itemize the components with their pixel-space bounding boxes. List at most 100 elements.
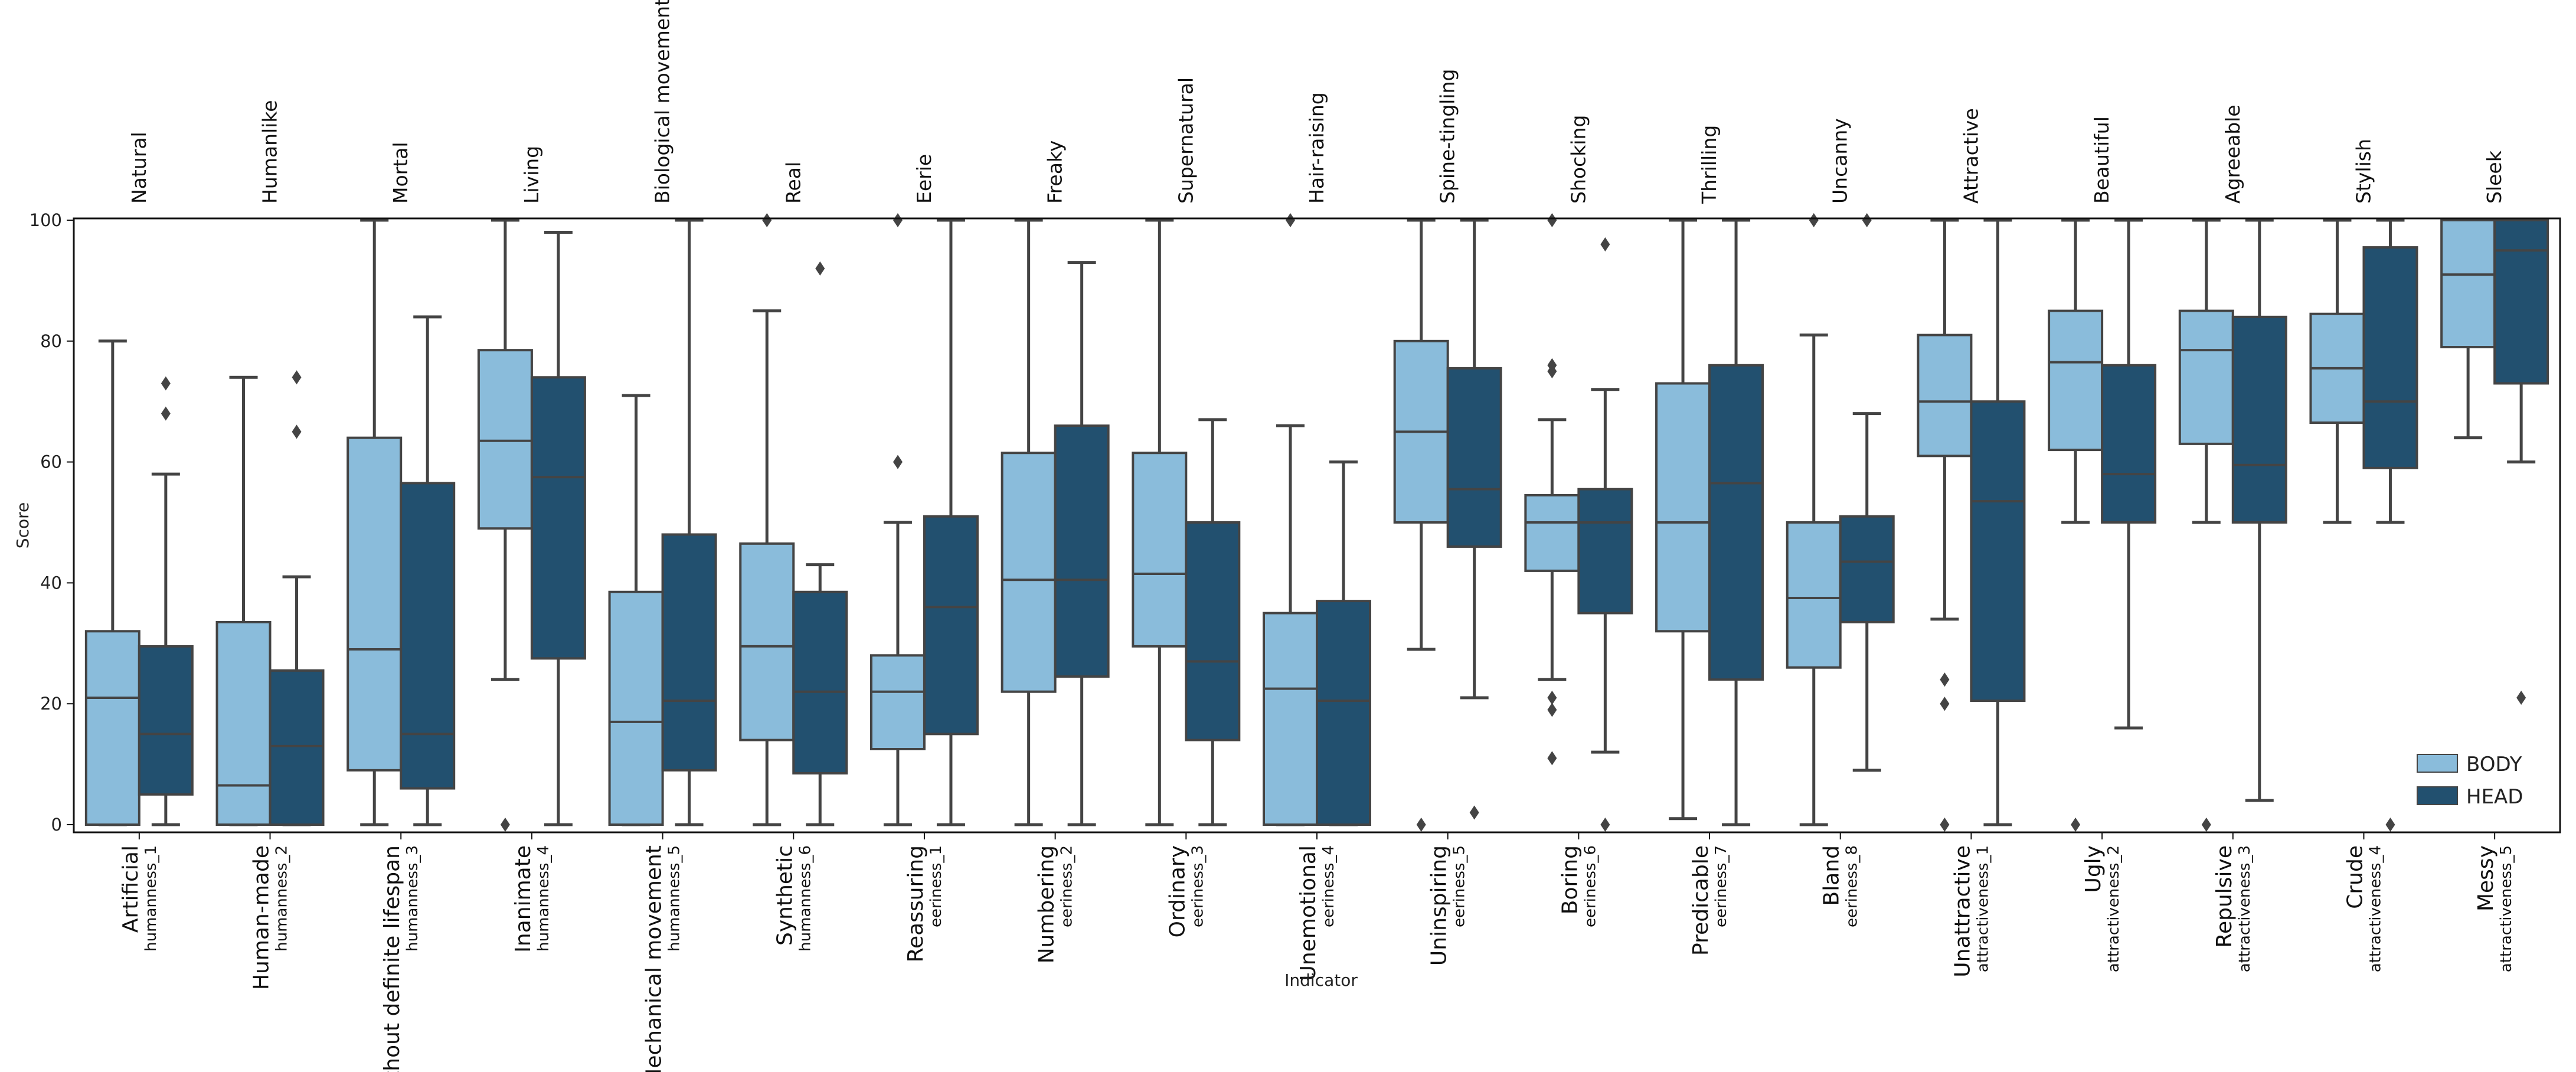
box-iqr bbox=[1839, 515, 1895, 623]
bottom-sublabel-eeriness_8: eeriness_8 bbox=[1843, 845, 1861, 927]
flier-point bbox=[1416, 818, 1426, 832]
legend: BODY HEAD bbox=[2417, 753, 2523, 809]
box-iqr bbox=[2440, 219, 2496, 349]
box-body-attractiveness_5 bbox=[2440, 218, 2496, 440]
bottom-sublabel-eeriness_6: eeriness_6 bbox=[1581, 845, 1599, 927]
box-iqr bbox=[661, 533, 717, 772]
box-head-humanness_2 bbox=[269, 370, 325, 826]
top-label-humanness_1: Natural bbox=[128, 132, 151, 204]
box-iqr bbox=[1970, 400, 2026, 702]
box-iqr bbox=[1132, 452, 1188, 648]
box-head-humanness_1 bbox=[138, 376, 194, 826]
box-iqr bbox=[739, 542, 795, 741]
flier-point bbox=[1600, 237, 1610, 251]
box-body-eeriness_4 bbox=[1263, 213, 1318, 826]
flier-point bbox=[815, 261, 825, 276]
box-head-eeriness_2 bbox=[1054, 261, 1110, 826]
box-body-humanness_5 bbox=[608, 394, 664, 826]
top-label-eeriness_3: Supernatural bbox=[1174, 77, 1197, 204]
flier-point bbox=[1940, 818, 1950, 832]
legend-body-swatch bbox=[2417, 754, 2458, 773]
box-head-attractiveness_5 bbox=[2493, 218, 2549, 705]
flier-point bbox=[1862, 213, 1872, 227]
bottom-label-eeriness_3: Ordinary bbox=[1165, 845, 1189, 937]
flier-point bbox=[1547, 690, 1557, 705]
flier-point bbox=[893, 213, 903, 227]
box-iqr bbox=[869, 654, 926, 751]
bottom-label-eeriness_4: Unemotional bbox=[1296, 845, 1320, 981]
top-label-eeriness_6: Shocking bbox=[1567, 115, 1590, 204]
box-head-eeriness_5 bbox=[1446, 218, 1502, 820]
top-label-attractiveness_3: Agreeable bbox=[2221, 104, 2244, 204]
box-iqr bbox=[2493, 219, 2549, 385]
flier-point bbox=[1809, 213, 1819, 227]
bottom-sublabel-attractiveness_3: attractiveness_3 bbox=[2236, 845, 2254, 972]
box-iqr bbox=[1263, 612, 1318, 826]
bottom-sublabel-eeriness_7: eeriness_7 bbox=[1712, 845, 1730, 927]
legend-head-swatch bbox=[2417, 786, 2458, 805]
box-iqr bbox=[2231, 315, 2287, 524]
bottom-label-humanness_4: Inanimate bbox=[511, 845, 535, 953]
y-tick-label: 100 bbox=[30, 210, 62, 230]
box-body-humanness_2 bbox=[215, 375, 272, 826]
bottom-label-humanness_6: Synthetic bbox=[773, 845, 797, 946]
bottom-sublabel-eeriness_3: eeriness_3 bbox=[1189, 845, 1207, 927]
flier-point bbox=[1469, 805, 1479, 820]
box-iqr bbox=[1917, 334, 1973, 457]
bottom-sublabel-humanness_5: humanness_5 bbox=[666, 845, 684, 952]
bottom-label-eeriness_5: Uninspiring bbox=[1427, 845, 1452, 966]
box-body-humanness_4 bbox=[477, 218, 533, 832]
flier-point bbox=[500, 818, 510, 832]
top-label-humanness_2: Humanlike bbox=[259, 100, 282, 204]
box-head-humanness_3 bbox=[400, 315, 456, 826]
box-iqr bbox=[2362, 246, 2418, 469]
bottom-label-humanness_1: Artificial bbox=[119, 845, 143, 933]
flier-point bbox=[2201, 818, 2211, 832]
bottom-sublabel-attractiveness_2: attractiveness_2 bbox=[2105, 845, 2123, 972]
box-iqr bbox=[1786, 521, 1842, 669]
bottom-label-eeriness_8: Bland bbox=[1820, 845, 1844, 906]
bottom-label-attractiveness_5: Messy bbox=[2474, 845, 2498, 911]
top-label-humanness_5: Biological movement bbox=[651, 0, 674, 204]
flier-point bbox=[1286, 213, 1295, 227]
box-iqr bbox=[1446, 367, 1502, 548]
x-axis-title: Indicator bbox=[1284, 970, 1358, 990]
flier-point bbox=[1547, 358, 1557, 372]
box-iqr bbox=[2101, 364, 2157, 524]
box-iqr bbox=[84, 630, 140, 826]
box-body-eeriness_6 bbox=[1524, 213, 1580, 766]
y-tick-label: 80 bbox=[40, 331, 62, 351]
box-head-eeriness_4 bbox=[1316, 460, 1371, 826]
box-head-humanness_4 bbox=[530, 230, 586, 826]
flier-point bbox=[893, 455, 903, 469]
flier-point bbox=[161, 406, 171, 421]
box-head-eeriness_1 bbox=[923, 218, 979, 826]
y-tick-label: 20 bbox=[40, 694, 62, 714]
box-body-attractiveness_1 bbox=[1917, 218, 1973, 832]
bottom-sublabel-eeriness_1: eeriness_1 bbox=[927, 845, 945, 927]
box-head-attractiveness_4 bbox=[2362, 218, 2418, 832]
box-body-eeriness_2 bbox=[1001, 218, 1057, 826]
box-body-humanness_1 bbox=[84, 339, 140, 826]
bottom-sublabel-humanness_2: humanness_2 bbox=[273, 845, 291, 952]
bottom-label-humanness_3: Without definite lifespan bbox=[380, 845, 404, 1072]
bottom-sublabel-humanness_3: humanness_3 bbox=[404, 845, 421, 952]
flier-point bbox=[1940, 672, 1950, 687]
box-head-eeriness_6 bbox=[1577, 237, 1633, 832]
box-head-humanness_6 bbox=[792, 261, 848, 826]
top-label-eeriness_7: Thrilling bbox=[1698, 125, 1721, 204]
top-labels: Natural Humanlike Mortal Living Biological m… bbox=[128, 0, 2506, 204]
bottom-label-attractiveness_1: Unattractive bbox=[1950, 845, 1975, 978]
top-label-eeriness_8: Uncanny bbox=[1829, 118, 1852, 204]
flier-point bbox=[2071, 818, 2081, 832]
box-head-eeriness_3 bbox=[1185, 418, 1241, 826]
bottom-sublabel-attractiveness_4: attractiveness_4 bbox=[2366, 845, 2384, 972]
box-iqr bbox=[1316, 600, 1371, 826]
box-iqr bbox=[215, 620, 272, 826]
box-iqr bbox=[1577, 488, 1633, 615]
bottom-sublabel-humanness_4: humanness_4 bbox=[535, 845, 553, 952]
box-head-attractiveness_3 bbox=[2231, 218, 2287, 802]
box-body-eeriness_8 bbox=[1786, 213, 1842, 826]
bottom-label-attractiveness_4: Crude bbox=[2343, 845, 2367, 909]
bottom-sublabel-humanness_6: humanness_6 bbox=[796, 845, 814, 952]
